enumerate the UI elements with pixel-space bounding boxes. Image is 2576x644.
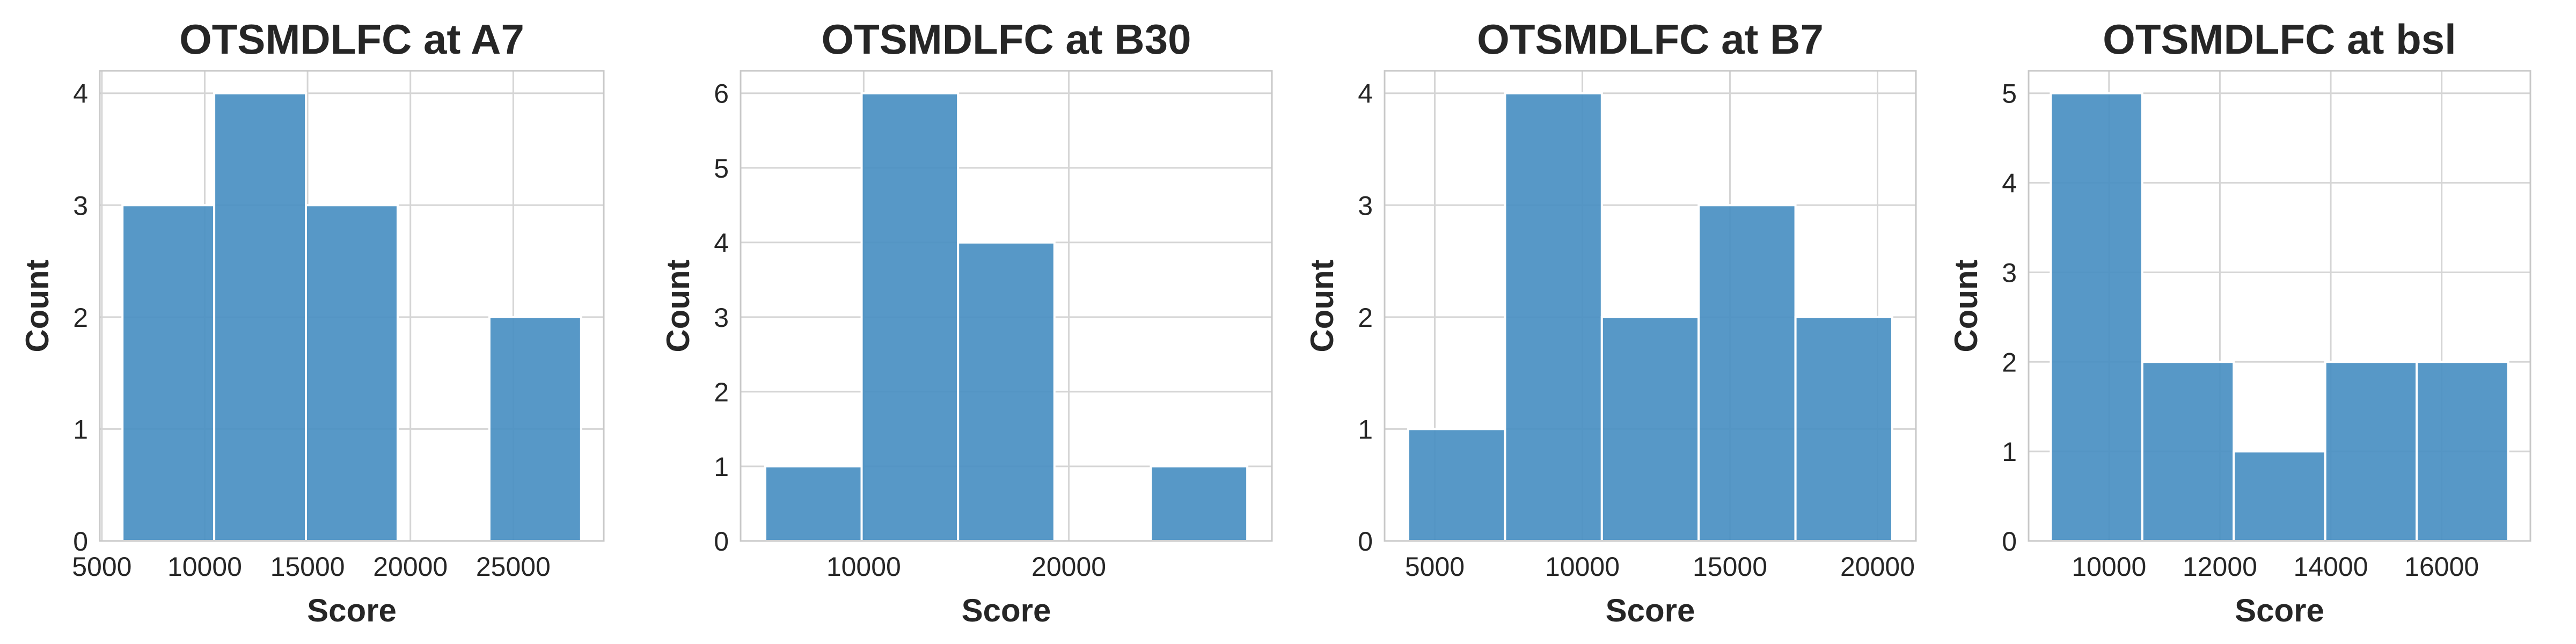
- y-tick-label: 1: [1358, 414, 1373, 444]
- y-tick-label: 3: [714, 303, 729, 333]
- y-tick-label: 3: [73, 191, 88, 221]
- x-tick-label: 15000: [1693, 552, 1767, 582]
- plot-frame: [2028, 70, 2531, 542]
- x-axis-label: Score: [2235, 592, 2324, 628]
- y-tick-label: 2: [714, 377, 729, 407]
- histogram-bar: [213, 92, 308, 542]
- histogram-bar: [2141, 361, 2235, 542]
- x-tick-label: 12000: [2183, 552, 2257, 582]
- y-tick-label: 4: [73, 79, 88, 109]
- y-tick-label: 5: [2002, 79, 2017, 109]
- x-axis-label: Score: [962, 592, 1051, 628]
- chart-title: OTSMDLFC at bsl: [2103, 16, 2456, 63]
- histogram-bar: [1407, 428, 1506, 543]
- y-tick-label: 0: [73, 526, 88, 557]
- x-tick-label: 15000: [270, 552, 345, 582]
- y-tick-label: 3: [2002, 258, 2017, 288]
- histogram-bar: [764, 465, 863, 543]
- histogram-bar: [1504, 92, 1603, 542]
- y-tick-label: 3: [1358, 191, 1373, 221]
- chart-title: OTSMDLFC at B7: [1477, 16, 1824, 63]
- x-axis-label: Score: [307, 592, 397, 628]
- y-tick-label: 4: [714, 228, 729, 258]
- histogram-bar: [1794, 316, 1894, 542]
- y-tick-label: 0: [714, 526, 729, 557]
- y-axis-label: Count: [660, 259, 696, 352]
- y-tick-label: 0: [1358, 526, 1373, 557]
- x-tick-label: 5000: [1405, 552, 1465, 582]
- histogram-bar: [957, 241, 1056, 542]
- histogram-bar: [1150, 465, 1249, 543]
- y-tick-label: 6: [714, 79, 729, 109]
- x-tick-label: 10000: [2072, 552, 2146, 582]
- histogram-bar: [121, 204, 216, 542]
- x-tick-label: 20000: [1840, 552, 1915, 582]
- x-tick-label: 10000: [1545, 552, 1620, 582]
- histogram-bar: [1600, 316, 1700, 542]
- y-tick-label: 0: [2002, 526, 2017, 557]
- y-tick-label: 5: [714, 153, 729, 184]
- x-tick-label: 14000: [2294, 552, 2368, 582]
- histogram-panel: 0 1 2 3 4 5000 10000 15000 20000 25000 OTSMDLFC at…: [19, 16, 605, 628]
- histogram-panel: 0 1 2 3 4 5 6 10000 20000 OTSMDLFC at B30 Score Cou…: [660, 16, 1273, 628]
- histogram-bar: [2416, 361, 2509, 542]
- chart-title: OTSMDLFC at A7: [179, 16, 524, 63]
- x-tick-label: 20000: [373, 552, 448, 582]
- histogram-bar: [305, 204, 399, 542]
- histogram-bar: [2324, 361, 2418, 542]
- y-axis-label: Count: [1304, 259, 1340, 352]
- y-axis-label: Count: [19, 259, 55, 352]
- x-tick-label: 10000: [826, 552, 901, 582]
- histogram-bar: [860, 92, 960, 542]
- histogram-bar: [2050, 92, 2143, 542]
- plot-frame: [99, 70, 605, 542]
- x-tick-label: 25000: [476, 552, 551, 582]
- histogram-panel: 0 1 2 3 4 5000 10000 15000 20000 OTSMDLFC at B7 Sc…: [1304, 16, 1917, 628]
- histogram-bar: [2233, 450, 2326, 543]
- y-tick-label: 1: [2002, 437, 2017, 467]
- y-tick-label: 1: [73, 414, 88, 444]
- histogram-panel: 0 1 2 3 4 5 10000 12000 14000 16000 OTSMDLFC at bs…: [1948, 16, 2531, 628]
- x-tick-label: 10000: [167, 552, 242, 582]
- y-tick-label: 1: [714, 452, 729, 482]
- histogram-bar: [488, 316, 582, 542]
- y-tick-label: 4: [2002, 169, 2017, 199]
- plot-frame: [740, 70, 1273, 542]
- plot-frame: [1384, 70, 1917, 542]
- x-axis-label: Score: [1606, 592, 1695, 628]
- y-tick-label: 2: [2002, 347, 2017, 377]
- y-tick-label: 2: [1358, 303, 1373, 333]
- x-tick-label: 5000: [72, 552, 131, 582]
- chart-title: OTSMDLFC at B30: [821, 16, 1191, 63]
- y-tick-label: 2: [73, 303, 88, 333]
- x-tick-label: 16000: [2404, 552, 2479, 582]
- y-tick-label: 4: [1358, 79, 1373, 109]
- y-axis-label: Count: [1948, 259, 1984, 352]
- x-tick-label: 20000: [1031, 552, 1106, 582]
- histogram-bar: [1697, 204, 1797, 542]
